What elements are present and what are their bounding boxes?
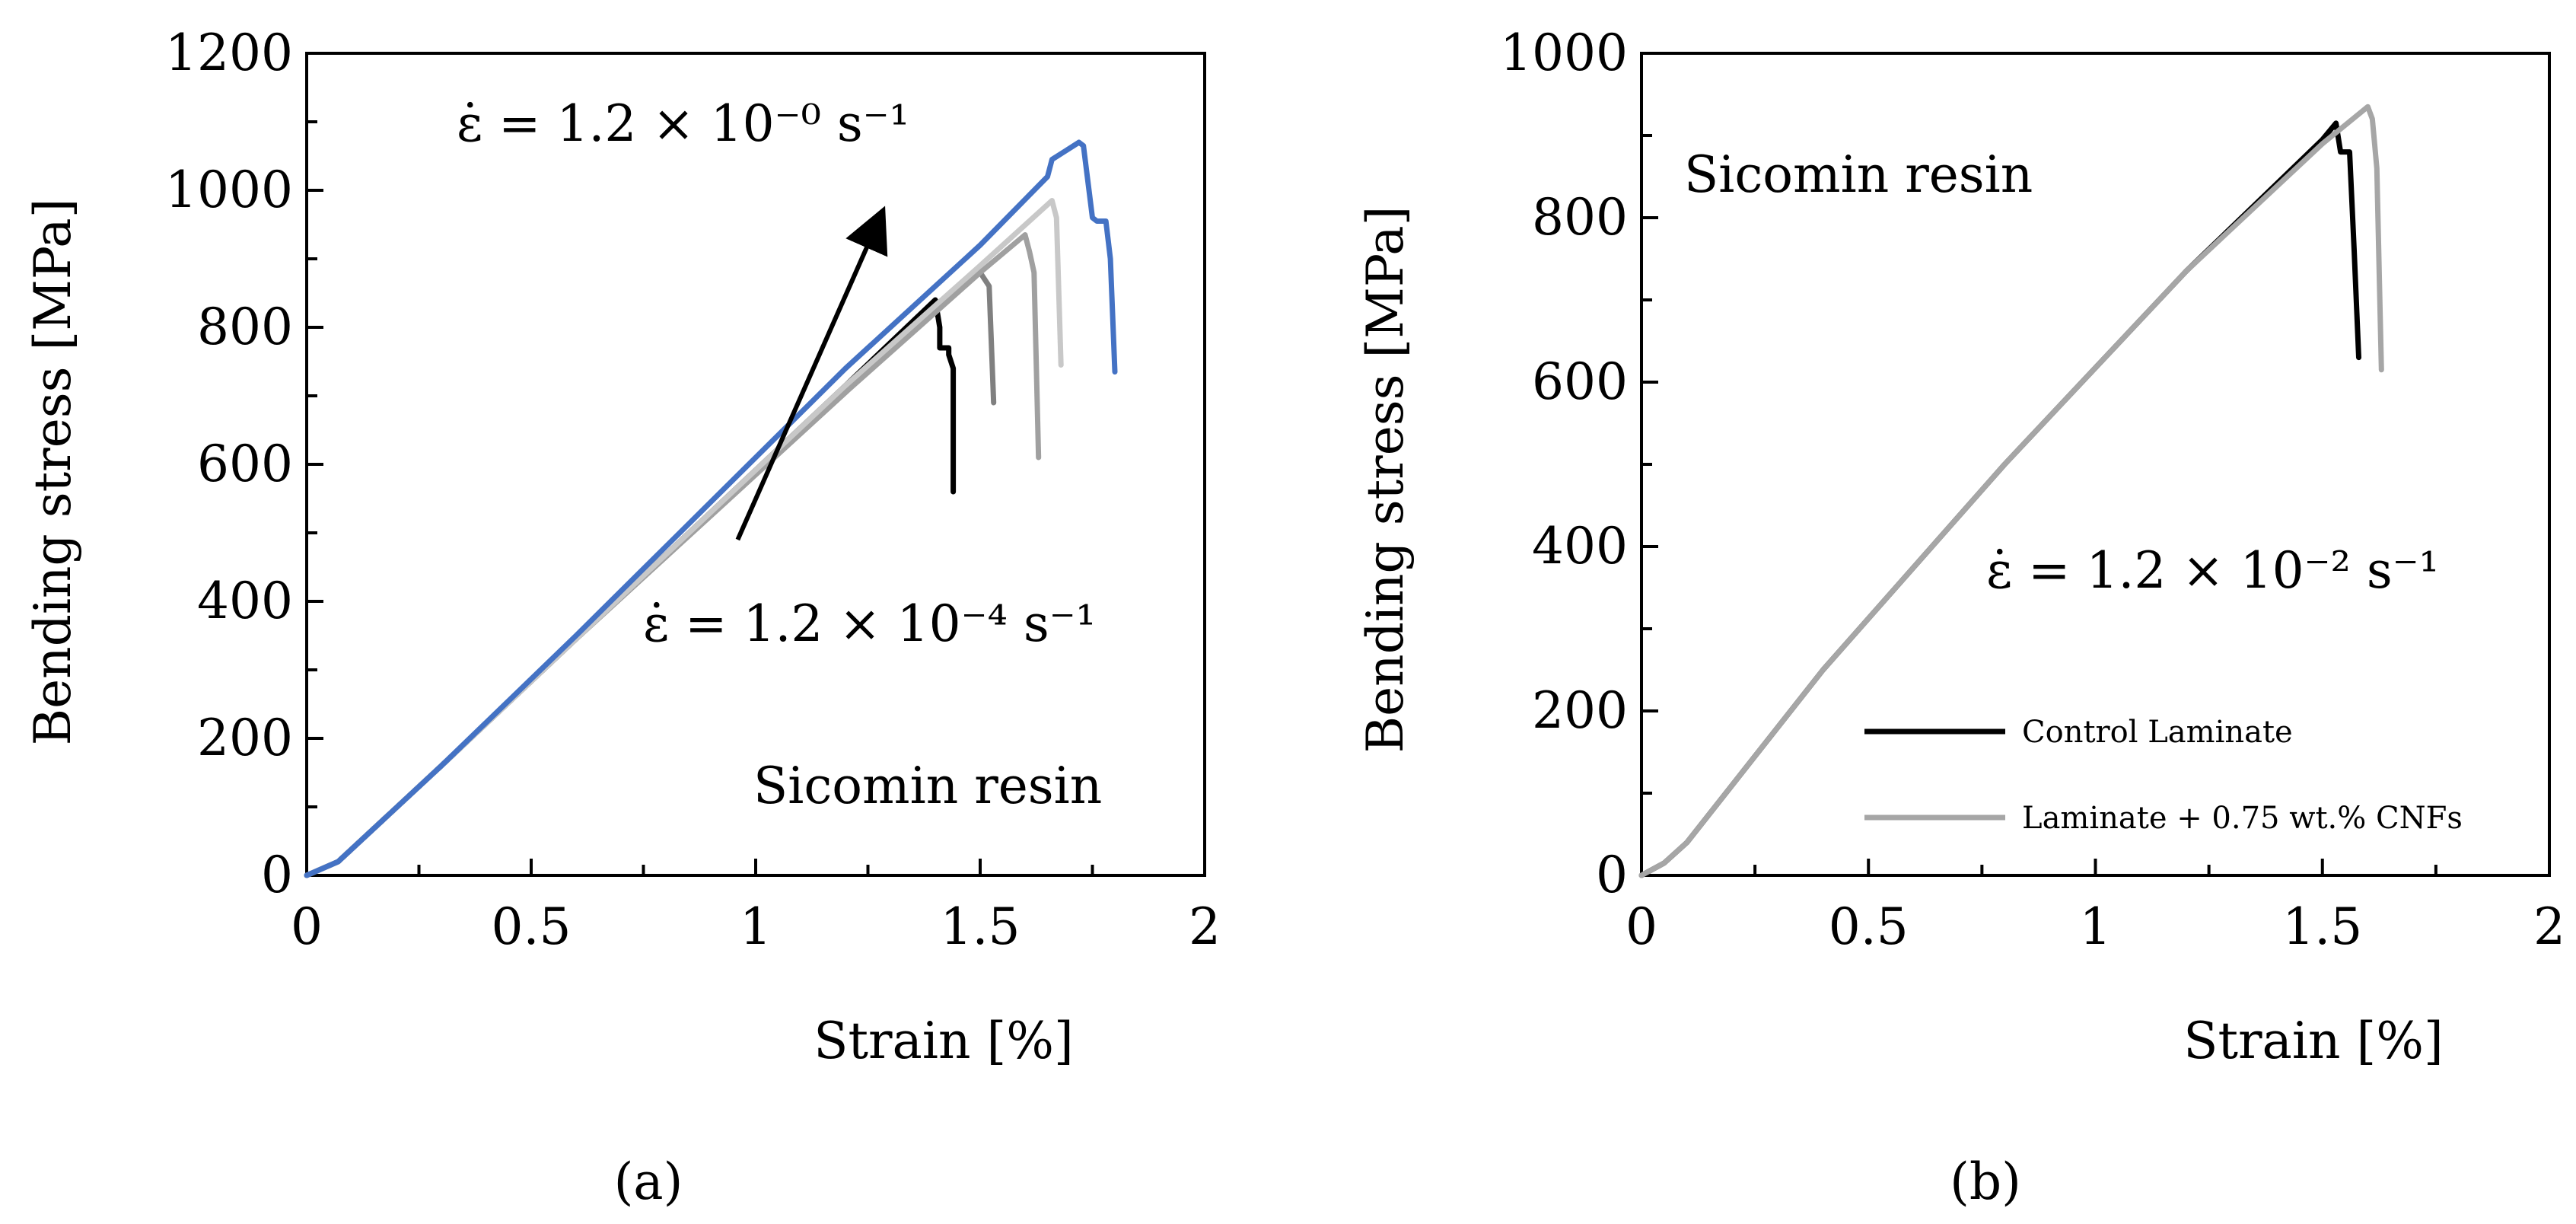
y-tick-label: 600 (1532, 352, 1628, 411)
x-tick-label: 1 (740, 897, 772, 956)
panel-b-label: (b) (1950, 1152, 2021, 1211)
x-tick-label: 2 (1189, 897, 1221, 956)
legend-label-cnfs: Laminate + 0.75 wt.% CNFs (2022, 801, 2463, 836)
panel-a-rate-arrow (735, 206, 888, 541)
panel-a-y-label: Bending stress [MPa] (24, 199, 82, 746)
panel-b-y-label: Bending stress [MPa] (1356, 206, 1415, 754)
y-tick-label: 400 (197, 572, 293, 630)
panel-b-x-label: Strain [%] (2183, 1012, 2443, 1070)
y-tick-label: 600 (197, 435, 293, 493)
panel-a-annotation-rate-low: ε̇ = 1.2 × 10⁻⁴ s⁻¹ (643, 594, 1096, 653)
y-tick-label: 200 (197, 709, 293, 767)
x-tick-label: 0.5 (492, 897, 572, 956)
x-tick-label: 0.5 (1829, 897, 1909, 956)
y-tick-label: 400 (1532, 517, 1628, 575)
panel-a-annotation-rate-high: ε̇ = 1.2 × 10⁻⁰ s⁻¹ (457, 94, 909, 153)
panel-b-y-axis: 0 200 400 600 800 1000 (1500, 24, 1658, 904)
y-tick-label: 800 (1532, 188, 1628, 247)
series-line-1-2e0 (304, 139, 1118, 878)
panel-b-x-axis: 0 0.5 1 1.5 2 (1626, 859, 2565, 956)
y-tick-label: 800 (197, 298, 293, 356)
y-tick-label: 200 (1532, 681, 1628, 740)
y-tick-label: 1000 (165, 161, 293, 219)
legend-label-control: Control Laminate (2022, 715, 2293, 750)
series-line-laminate-0-75-wt-cnfs (1638, 104, 2384, 878)
panel-b-annotation-rate: ε̇ = 1.2 × 10⁻² s⁻¹ (1986, 541, 2439, 600)
panel-a-label: (a) (614, 1152, 683, 1211)
y-tick-label: 0 (1596, 846, 1628, 904)
panel-a-plot-frame (305, 52, 1206, 877)
panel-b-annotation-resin: Sicomin resin (1684, 145, 2033, 204)
x-tick-label: 1 (2080, 897, 2112, 956)
x-tick-label: 0 (291, 897, 323, 956)
x-tick-label: 0 (1626, 897, 1657, 956)
panel-a-y-axis: 0 200 400 600 800 1000 1200 (165, 24, 323, 904)
panel-b-legend: Control Laminate Laminate + 0.75 wt.% CN… (1864, 715, 2463, 836)
y-tick-label: 1200 (165, 24, 293, 82)
panel-b-series (1638, 104, 2384, 878)
x-tick-label: 1.5 (2282, 897, 2362, 956)
panel-a-chart: 0 200 400 600 800 1000 1200 0 0.5 1 1.5 2 ε̇ = 1.2… (24, 24, 1221, 1211)
panel-b-chart: 0 200 400 600 800 1000 0 0.5 1 1.5 2 Sicomin resi… (1356, 24, 2565, 1211)
panel-a-x-axis: 0 0.5 1 1.5 2 (291, 859, 1221, 956)
panel-a-x-label: Strain [%] (814, 1012, 1073, 1070)
panel-a-annotation-resin: Sicomin resin (753, 757, 1102, 815)
x-tick-label: 2 (2533, 897, 2565, 956)
x-tick-label: 1.5 (941, 897, 1021, 956)
y-tick-label: 0 (261, 846, 293, 904)
y-tick-label: 1000 (1500, 24, 1628, 82)
